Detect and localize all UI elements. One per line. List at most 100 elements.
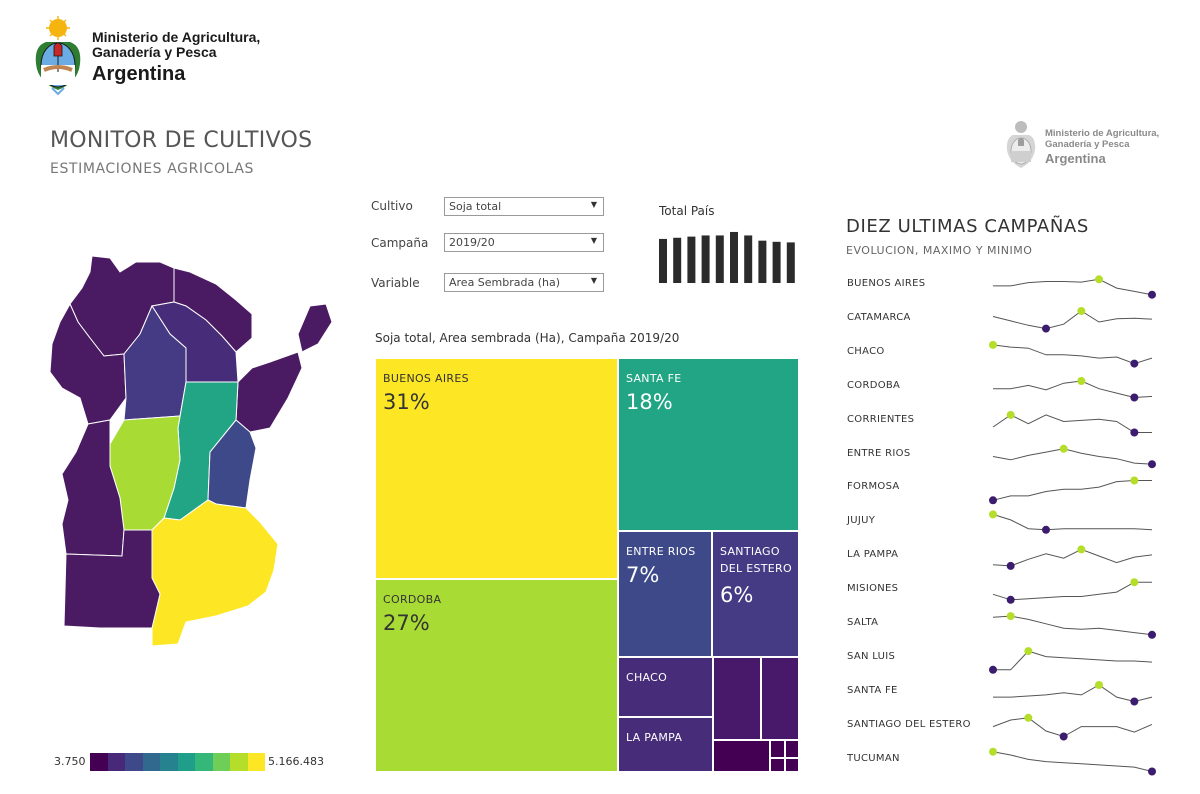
sparkline-max-point[interactable]	[1077, 377, 1086, 385]
tile-label: SANTA FE	[626, 372, 682, 385]
sparklines-title: DIEZ ULTIMAS CAMPAÑAS	[846, 216, 1089, 237]
total-pais-bar[interactable]	[772, 241, 781, 283]
total-pais-bar[interactable]	[715, 235, 724, 283]
sparkline-series	[993, 650, 1153, 671]
sparkline-max-point[interactable]	[989, 340, 997, 349]
sparkline-min-point[interactable]	[1006, 561, 1015, 570]
sparkline-series	[992, 581, 1152, 601]
treemap-tile-small[interactable]	[761, 657, 799, 740]
total-pais-label: Total País	[659, 204, 715, 218]
sparkline-max-point[interactable]	[1077, 545, 1086, 554]
sparkline-min-point[interactable]	[1130, 428, 1139, 437]
treemap-tile-small[interactable]	[770, 758, 785, 772]
sparkline-label: SAN LUIS	[847, 650, 896, 662]
treemap-tile-entre-rios[interactable]: ENTRE RIOS 7%	[618, 531, 712, 657]
sparkline-label: CORRIENTES	[847, 413, 915, 425]
sparkline-series	[992, 448, 1153, 465]
sparkline-min-point[interactable]	[1148, 767, 1156, 776]
sparkline-series	[992, 751, 1153, 772]
sparkline-min-point[interactable]	[989, 496, 997, 505]
total-pais-bar[interactable]	[687, 236, 696, 283]
cultivo-select[interactable]: Soja total ▼	[444, 197, 604, 216]
sparkline-label: CORDOBA	[847, 379, 901, 391]
sparkline-max-point[interactable]	[1059, 444, 1068, 453]
sparkline-max-point[interactable]	[989, 747, 997, 756]
treemap-tile-small[interactable]	[785, 758, 799, 772]
sparkline-max-point[interactable]	[1077, 307, 1086, 315]
sparkline-series	[992, 310, 1153, 330]
sparkline-series	[993, 278, 1153, 296]
treemap-tile-buenos-aires[interactable]: BUENOS AIRES 31%	[375, 358, 618, 579]
sparkline-series	[992, 344, 1153, 365]
tile-label: CHACO	[626, 671, 668, 684]
treemap-tile-la-pampa[interactable]: LA PAMPA	[618, 717, 713, 772]
sparkline-min-point[interactable]	[1130, 359, 1139, 368]
sparkline-max-point[interactable]	[1130, 578, 1139, 587]
legend-swatch	[230, 753, 248, 771]
treemap-tile-small[interactable]	[713, 740, 770, 772]
sparkline-max-point[interactable]	[1095, 681, 1103, 689]
sparkline-label: TUCUMAN	[847, 752, 900, 764]
treemap-tile-small[interactable]	[713, 657, 761, 740]
variable-label: Variable	[371, 276, 420, 290]
sparkline-label: ENTRE RIOS	[847, 447, 911, 459]
map-province-misiones[interactable]	[297, 303, 333, 353]
map-province-la-pampa[interactable]	[63, 529, 161, 629]
color-legend	[90, 753, 265, 771]
sparkline-min-point[interactable]	[1130, 393, 1139, 402]
treemap-tile-cordoba[interactable]: CORDOBA 27%	[375, 579, 618, 772]
variable-value: Area Sembrada (ha)	[449, 276, 561, 289]
treemap-tile-small[interactable]	[770, 740, 785, 758]
tile-value: 6%	[720, 583, 754, 607]
treemap-tile-small[interactable]	[785, 740, 799, 758]
sparkline-min-point[interactable]	[1148, 460, 1156, 469]
sparkline-max-point[interactable]	[1130, 476, 1139, 485]
sparkline-min-point[interactable]	[1130, 697, 1139, 706]
legend-swatch	[195, 753, 213, 771]
cultivo-label: Cultivo	[371, 199, 413, 213]
sparkline-min-point[interactable]	[1042, 525, 1050, 534]
sparkline-min-point[interactable]	[1006, 595, 1015, 604]
sparkline-label: SANTA FE	[847, 684, 898, 696]
sparkline-min-point[interactable]	[1148, 290, 1156, 299]
legend-swatch	[247, 753, 265, 771]
tile-value: 31%	[383, 390, 430, 414]
map-province-corrientes[interactable]	[235, 351, 303, 433]
sparkline-max-point[interactable]	[1006, 612, 1015, 621]
campana-value: 2019/20	[449, 236, 495, 249]
tile-value: 18%	[626, 390, 673, 414]
total-pais-bar[interactable]	[673, 237, 682, 283]
total-pais-bar[interactable]	[730, 231, 738, 283]
sparkline-min-point[interactable]	[989, 665, 997, 674]
sparkline-series	[992, 615, 1153, 636]
ministry-name: Ministerio de Agricultura, Ganadería y P…	[92, 29, 261, 60]
sparkline-max-point[interactable]	[989, 510, 997, 519]
sparkline-series	[992, 513, 1153, 531]
sparkline-label: CATAMARCA	[847, 311, 911, 323]
sparkline-min-point[interactable]	[1148, 630, 1156, 639]
total-pais-bar[interactable]	[744, 235, 753, 283]
sparkline-series	[992, 480, 1152, 501]
treemap-tile-santiago-del-estero[interactable]: SANTIAGO DEL ESTERO 6%	[712, 531, 799, 657]
sparkline-min-point[interactable]	[1059, 732, 1068, 741]
sparkline-series	[992, 548, 1153, 567]
total-pais-bar-chart	[659, 231, 795, 283]
sparkline-max-point[interactable]	[1024, 713, 1033, 722]
total-pais-bar[interactable]	[659, 238, 667, 283]
campana-select[interactable]: 2019/20 ▼	[444, 233, 604, 252]
tile-label: BUENOS AIRES	[383, 372, 469, 385]
sparkline-max-point[interactable]	[1095, 275, 1103, 284]
total-pais-bar[interactable]	[701, 235, 710, 283]
sparkline-max-point[interactable]	[1024, 647, 1033, 656]
total-pais-bar[interactable]	[758, 240, 767, 283]
sparklines-subtitle: EVOLUCION, MAXIMO Y MINIMO	[846, 244, 1033, 257]
variable-select[interactable]: Area Sembrada (ha) ▼	[444, 273, 604, 292]
total-pais-bar[interactable]	[786, 242, 795, 283]
treemap-tile-santa-fe[interactable]: SANTA FE 18%	[618, 358, 799, 531]
sparkline-min-point[interactable]	[1042, 324, 1050, 333]
sparkline-max-point[interactable]	[1006, 410, 1015, 419]
map-province-buenos-aires[interactable]	[151, 499, 279, 647]
treemap-tile-chaco[interactable]: CHACO	[618, 657, 713, 717]
country-name: Argentina	[1045, 151, 1106, 166]
page-title: MONITOR DE CULTIVOS	[50, 128, 313, 153]
